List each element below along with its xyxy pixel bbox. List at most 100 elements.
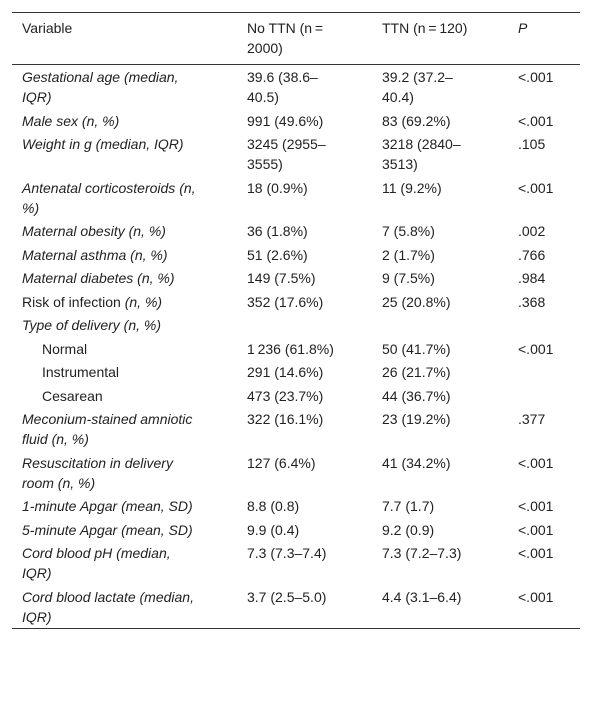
value-cell: <.001 (518, 109, 580, 133)
cell-text: 8.8 (0.8) (247, 498, 300, 514)
header-cell: Variable (12, 13, 247, 65)
cell-text: 41 (34.2%) (382, 454, 451, 471)
cell-text: <.001 (518, 112, 554, 129)
value-cell (518, 360, 580, 384)
cell-text: .368 (518, 293, 546, 310)
variable-label: Maternal asthma (n, %) (22, 246, 168, 263)
variable-cell: Cord blood lactate (median, IQR) (12, 585, 247, 629)
variable-label: Instrumental (42, 364, 120, 380)
cell-text: <.001 (518, 340, 554, 357)
variable-cell: Maternal asthma (n, %) (12, 243, 247, 267)
header-text: No TTN (n = 2000) (247, 20, 326, 56)
value-cell: 3.7 (2.5–5.0) (247, 585, 382, 629)
value-cell: 352 (17.6%) (247, 290, 382, 314)
value-cell: .368 (518, 290, 580, 314)
variable-wrap: Gestational age (median, IQR) (22, 67, 202, 107)
table-row: Maternal obesity (n, %) 36 (1.8%) 7 (5.8%)… (12, 219, 580, 243)
cell-text: 83 (69.2%) (382, 112, 451, 129)
cell-text: <.001 (518, 588, 554, 605)
variable-label: Gestational age (median, IQR) (22, 69, 179, 105)
variable-wrap: Normal (22, 339, 202, 359)
table-row: Resuscitation in delivery room (n, %) 127… (12, 451, 580, 495)
cell-text: <.001 (518, 69, 554, 85)
variable-wrap: Risk of infection (n, %) (22, 292, 202, 312)
cell-text: .377 (518, 411, 546, 427)
value-cell: <.001 (518, 518, 580, 542)
variable-wrap: Cord blood pH (median, IQR) (22, 543, 202, 583)
variable-label: Meconium-stained amniotic fluid (n, %) (22, 411, 193, 447)
value-cell: <.001 (518, 65, 580, 109)
cell-text: <.001 (518, 498, 554, 514)
variable-cell: Male sex (n, %) (12, 109, 247, 133)
cell-text: <.001 (518, 521, 554, 538)
value-cell: 991 (49.6%) (247, 109, 382, 133)
variable-cell: Maternal obesity (n, %) (12, 219, 247, 243)
variable-wrap: Type of delivery (n, %) (22, 315, 202, 335)
variable-label: Cesarean (42, 387, 103, 404)
variable-cell: Risk of infection (n, %) (12, 290, 247, 314)
cell-text: 3218 (2840–3513) (382, 136, 461, 172)
cell-text: 36 (1.8%) (247, 223, 308, 239)
table-row: Gestational age (median, IQR) 39.6 (38.6–… (12, 65, 580, 109)
value-cell: <.001 (518, 585, 580, 629)
cell-text: 7.7 (1.7) (382, 498, 435, 514)
value-cell: 51 (2.6%) (247, 243, 382, 267)
variable-label: Normal (42, 340, 88, 357)
table-body: Gestational age (median, IQR) 39.6 (38.6–… (12, 65, 580, 629)
cell-text: 18 (0.9%) (247, 179, 308, 196)
value-cell: 7.3 (7.3–7.4) (247, 541, 382, 585)
value-cell: 7.7 (1.7) (382, 494, 518, 518)
cell-text: 7.3 (7.3–7.4) (247, 545, 327, 561)
variable-wrap: Weight in g (median, IQR) (22, 134, 202, 154)
cell-text: <.001 (518, 545, 554, 561)
value-cell: 39.6 (38.6–40.5) (247, 65, 382, 109)
cell-text: .984 (518, 270, 546, 286)
variable-wrap: Maternal obesity (n, %) (22, 221, 202, 241)
value-cell: <.001 (518, 451, 580, 495)
header-text: P (518, 20, 528, 36)
value-cell: 25 (20.8%) (382, 290, 518, 314)
cell-text: 9 (7.5%) (382, 270, 435, 286)
value-cell: .002 (518, 219, 580, 243)
cell-text: 1 236 (61.8%) (247, 340, 334, 357)
variable-label: Cord blood lactate (median, IQR) (22, 588, 194, 625)
value-cell: 8.8 (0.8) (247, 494, 382, 518)
value-cell: 7.3 (7.2–7.3) (382, 541, 518, 585)
table-row: Cesarean 473 (23.7%) 44 (36.7%) (12, 384, 580, 408)
variable-cell: 5-minute Apgar (mean, SD) (12, 518, 247, 542)
value-cell: 2 (1.7%) (382, 243, 518, 267)
variable-wrap: Maternal asthma (n, %) (22, 245, 202, 265)
table-row: Maternal asthma (n, %) 51 (2.6%) 2 (1.7%).… (12, 243, 580, 267)
variable-wrap: Instrumental (22, 362, 202, 382)
value-cell (382, 313, 518, 337)
cell-text: .766 (518, 246, 546, 263)
value-cell: 3245 (2955–3555) (247, 132, 382, 176)
variable-label: Weight in g (median, IQR) (22, 136, 184, 152)
cell-text: 3.7 (2.5–5.0) (247, 588, 327, 605)
value-cell: .766 (518, 243, 580, 267)
value-cell: 149 (7.5%) (247, 266, 382, 290)
cell-text: 23 (19.2%) (382, 411, 451, 427)
variable-label: 5-minute Apgar (mean, SD) (22, 521, 193, 538)
value-cell: .377 (518, 407, 580, 451)
header-text: Variable (22, 20, 73, 36)
cell-text: 2 (1.7%) (382, 246, 435, 263)
value-cell: 7 (5.8%) (382, 219, 518, 243)
cell-text: 44 (36.7%) (382, 387, 451, 404)
table-row: Weight in g (median, IQR) 3245 (2955–3555… (12, 132, 580, 176)
value-cell (518, 384, 580, 408)
cell-text: 39.6 (38.6–40.5) (247, 69, 318, 105)
variable-wrap: Male sex (n, %) (22, 111, 202, 131)
variable-cell: Instrumental (12, 360, 247, 384)
data-table: Variable No TTN (n = 2000) TTN (n = 120)… (12, 12, 580, 629)
value-cell: <.001 (518, 176, 580, 220)
value-cell: 1 236 (61.8%) (247, 337, 382, 361)
cell-text: 291 (14.6%) (247, 364, 324, 380)
variable-wrap: 1-minute Apgar (mean, SD) (22, 496, 202, 516)
header-cell: P (518, 13, 580, 65)
table-row: Meconium-stained amniotic fluid (n, %) 32… (12, 407, 580, 451)
variable-wrap: 5-minute Apgar (mean, SD) (22, 520, 202, 540)
table-row: Normal 1 236 (61.8%) 50 (41.7%) <.001 (12, 337, 580, 361)
cell-text: .105 (518, 136, 546, 152)
value-cell: 11 (9.2%) (382, 176, 518, 220)
